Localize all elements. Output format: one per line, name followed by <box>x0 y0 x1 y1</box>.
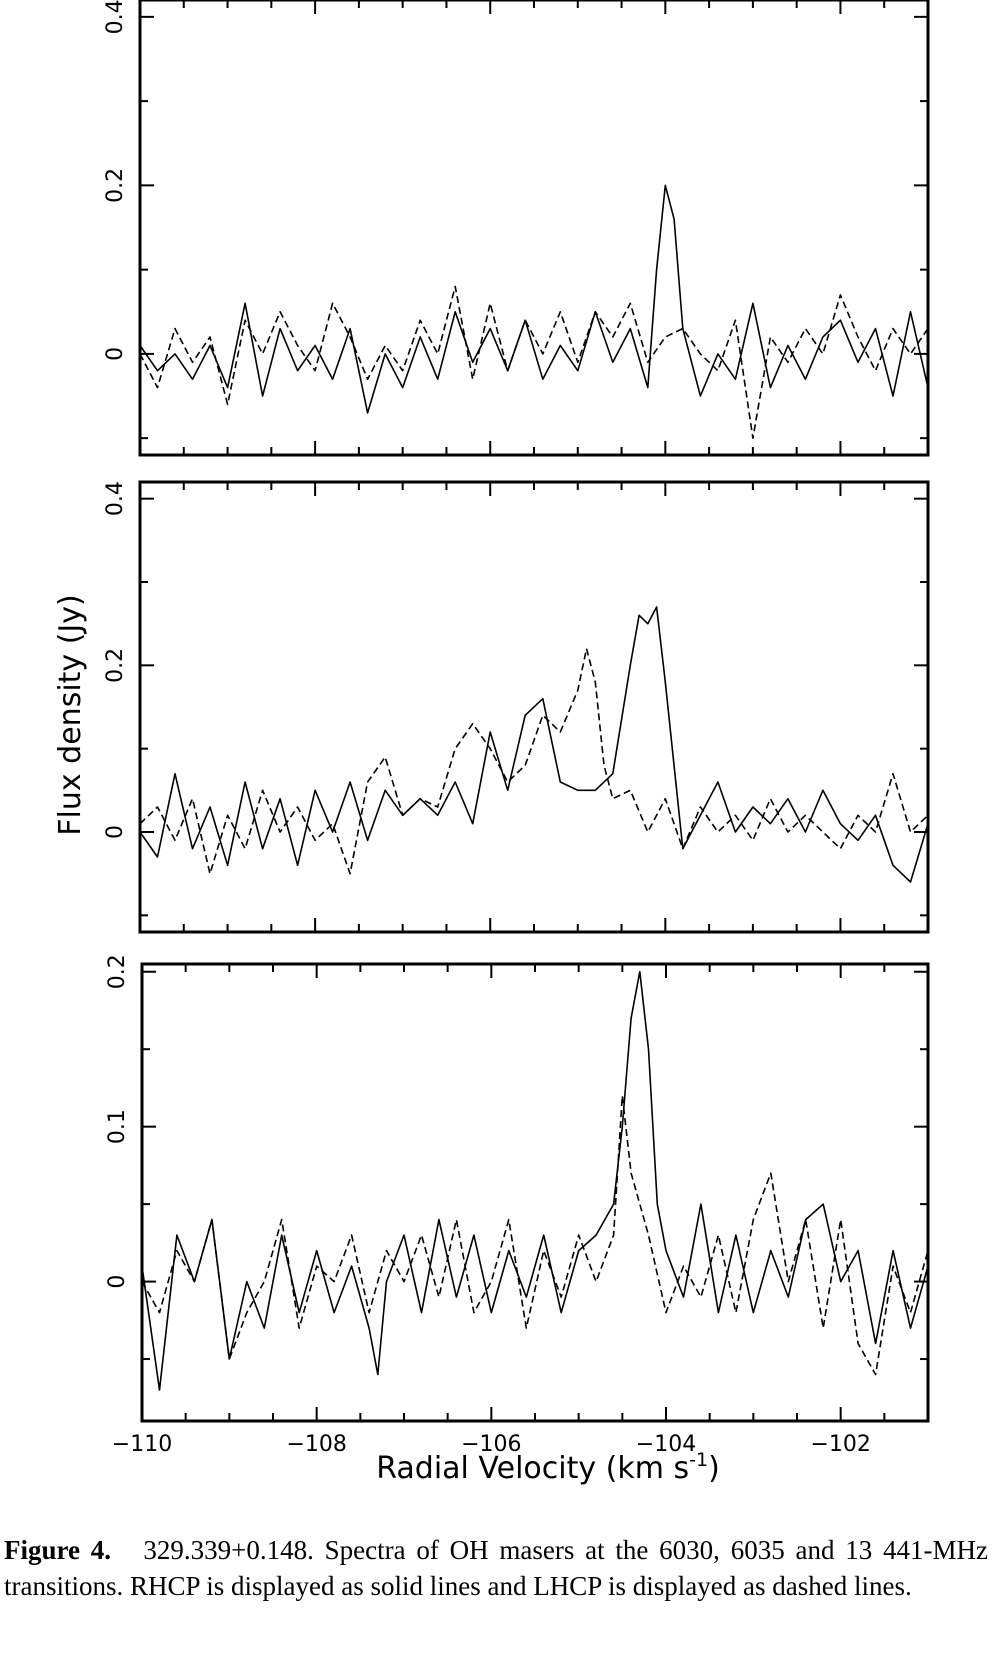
lhcp-line-bottom <box>141 1094 929 1376</box>
y-tick-label-bottom: 0.2 <box>105 954 130 989</box>
x-axis-label-exponent: -1 <box>689 1449 708 1471</box>
x-axis-label: Radial Velocity (km s-1) <box>376 1449 720 1486</box>
x-tick-label: −106 <box>461 1432 521 1457</box>
panel-top: 0 0.2 0.4 <box>103 0 930 457</box>
y-tick-label-bottom: 0.1 <box>105 1109 130 1144</box>
x-tick-label: −110 <box>112 1432 172 1457</box>
figure-caption: Figure 4. 329.339+0.148. Spectra of OH m… <box>4 1532 988 1604</box>
y-tick-label-middle: 0 <box>103 825 128 839</box>
lhcp-line-middle <box>139 647 929 875</box>
plot-frame-top <box>138 0 930 457</box>
y-tick-label-top: 0 <box>103 347 128 361</box>
x-tick-label: −108 <box>286 1432 346 1457</box>
caption-text: 329.339+0.148. Spectra of OH masers at t… <box>4 1535 989 1601</box>
y-tick-label-middle: 0.2 <box>103 648 128 683</box>
x-tick-label: −102 <box>810 1432 870 1457</box>
lhcp-line-top <box>139 285 929 439</box>
y-tick-label-top: 0.2 <box>103 168 128 203</box>
x-axis-label-close: ) <box>708 1451 720 1486</box>
rhcp-line-middle <box>139 606 929 883</box>
y-tick-label-middle: 0.4 <box>103 481 128 516</box>
x-axis-label-main: Radial Velocity (km s <box>376 1451 689 1486</box>
rhcp-line-top <box>139 184 929 414</box>
y-tick-label-bottom: 0 <box>105 1275 130 1289</box>
y-axis-label: Flux density (Jy) <box>53 594 88 835</box>
panel-bottom: 0 0.1 0.2 −110 −108 −106 −104 −102 <box>105 954 930 1457</box>
caption-label: Figure 4. <box>4 1535 112 1565</box>
panel-middle: 0 0.2 0.4 <box>103 480 930 934</box>
y-tick-label-top: 0.4 <box>103 0 128 34</box>
rhcp-line-bottom <box>141 970 929 1391</box>
x-tick-label: −104 <box>636 1432 696 1457</box>
spectra-figure: 0 0.2 0.4 0 0.2 0.4 0 0.1 0.2 −110 −108 −106 −104 −… <box>53 0 930 1486</box>
plot-frame-bottom <box>140 962 930 1423</box>
